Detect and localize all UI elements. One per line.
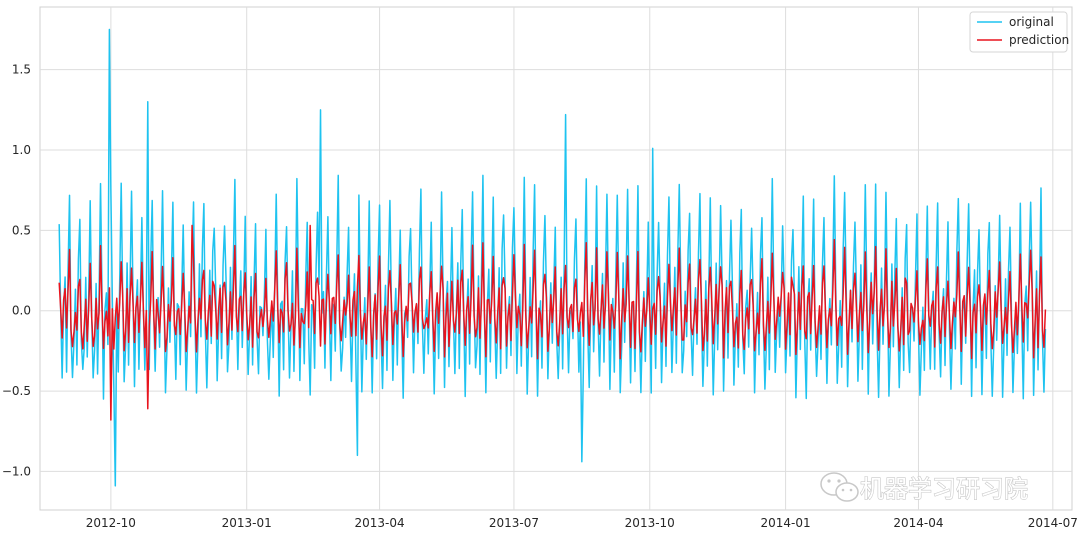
x-tick-label: 2014-04 — [893, 516, 943, 530]
x-tick-label: 2013-07 — [489, 516, 539, 530]
legend-label-original: original — [1009, 15, 1054, 29]
x-tick-label: 2014-07 — [1028, 516, 1078, 530]
series-line-original — [58, 28, 1047, 487]
x-tick-label: 2013-10 — [625, 516, 675, 530]
watermark-text: 机器学习研习院 — [860, 475, 1028, 503]
y-tick-label: 0.0 — [12, 304, 31, 318]
series-line-prediction — [58, 224, 1047, 421]
watermark: 机器学习研习院 — [820, 472, 1029, 504]
y-tick-label: 0.5 — [12, 223, 31, 237]
x-gridlines — [110, 7, 1054, 510]
y-tick-label: −1.0 — [2, 464, 31, 478]
y-tick-label: 1.5 — [12, 63, 31, 77]
x-tick-labels: 2012-10 2013-01 2013-04 2013-07 2013-10 2014-… — [86, 516, 1078, 530]
x-tick-label: 2013-04 — [355, 516, 405, 530]
wechat-icon — [820, 472, 859, 502]
y-tick-label: −0.5 — [2, 384, 31, 398]
y-tick-labels: −1.0 −0.5 0.0 0.5 1.0 1.5 — [2, 63, 31, 479]
x-tick-label: 2014-01 — [761, 516, 811, 530]
y-tick-label: 1.0 — [12, 143, 31, 157]
x-tick-label: 2012-10 — [86, 516, 136, 530]
legend-label-prediction: prediction — [1009, 33, 1069, 47]
x-tick-label: 2013-01 — [222, 516, 272, 530]
legend: original prediction — [969, 11, 1069, 53]
series-layer — [58, 28, 1047, 487]
